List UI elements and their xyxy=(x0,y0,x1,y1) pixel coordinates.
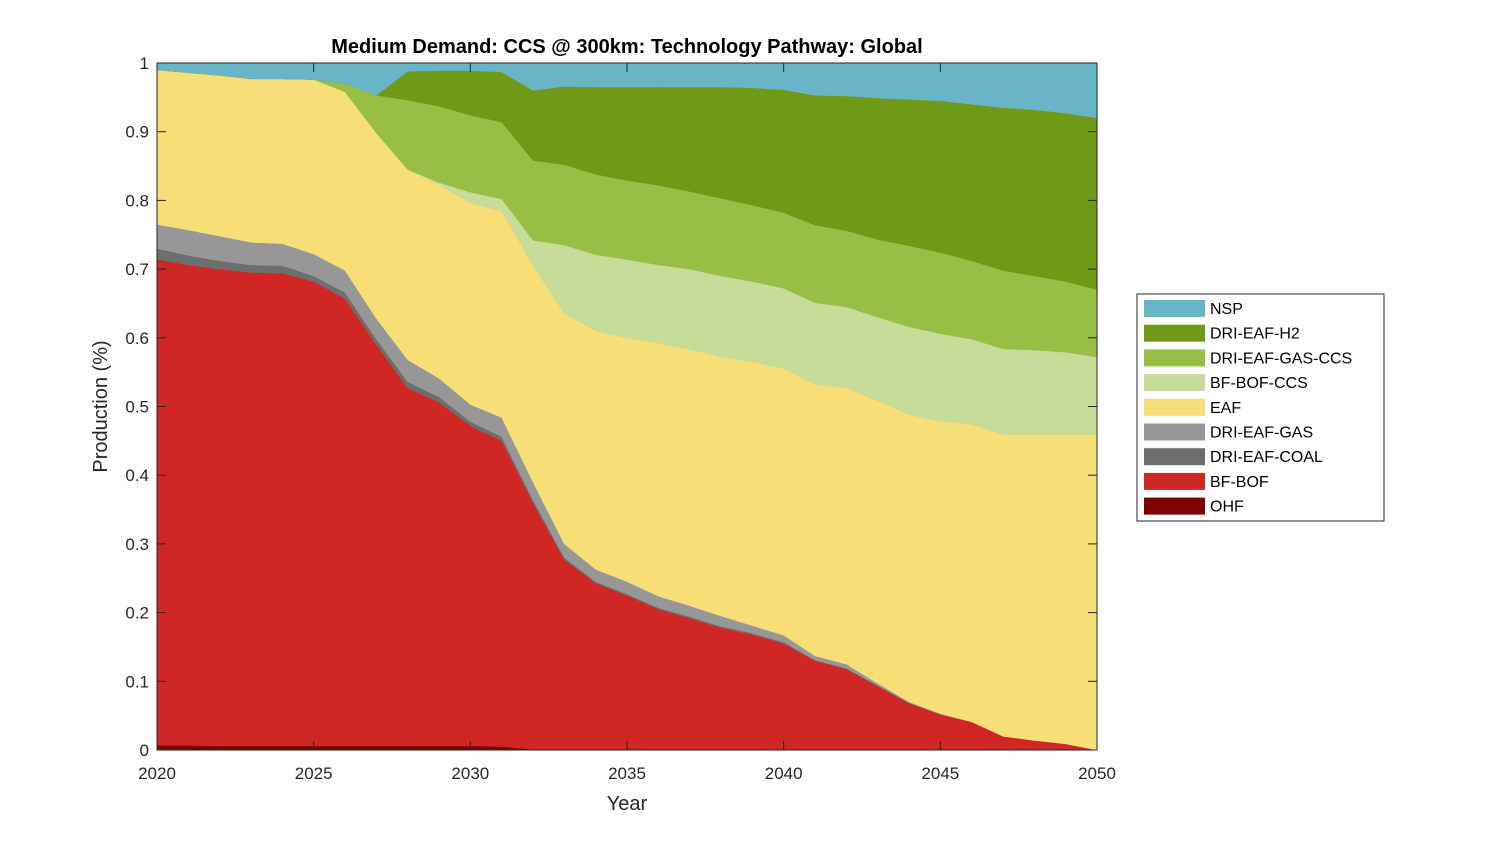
legend-swatch xyxy=(1144,423,1205,441)
y-tick-label: 0 xyxy=(140,741,149,760)
y-tick-label: 0.7 xyxy=(125,260,149,279)
y-tick-label: 0.9 xyxy=(125,123,149,142)
legend: NSP DRI-EAF-H2 DRI-EAF-GAS-CCS BF-BOF-CCS EA… xyxy=(1136,293,1385,522)
y-tick-label: 0.2 xyxy=(125,604,149,623)
legend-swatch xyxy=(1144,497,1205,515)
x-axis-label: Year xyxy=(607,793,648,815)
legend-item-dri-eaf-h2: DRI-EAF-H2 xyxy=(1144,324,1300,343)
legend-item-bf-bof-ccs: BF-BOF-CCS xyxy=(1144,374,1308,392)
y-tick-label: 0.5 xyxy=(125,398,149,417)
legend-swatch xyxy=(1144,324,1205,342)
y-tick-label: 1 xyxy=(140,54,149,73)
legend-label: BF-BOF-CCS xyxy=(1210,375,1308,392)
x-tick-label: 2045 xyxy=(921,764,959,783)
legend-swatch xyxy=(1144,398,1205,416)
x-ticks: 2020 2025 2030 2035 2040 2045 2050 xyxy=(138,63,1116,783)
x-tick-label: 2030 xyxy=(451,764,489,783)
x-tick-label: 2050 xyxy=(1078,764,1116,783)
y-tick-label: 0.4 xyxy=(125,466,149,485)
legend-item-dri-eaf-gas: DRI-EAF-GAS xyxy=(1144,423,1313,442)
y-tick-label: 0.3 xyxy=(125,535,149,554)
x-tick-label: 2035 xyxy=(608,764,646,783)
areas-group xyxy=(156,62,1098,751)
legend-item-bf-bof: BF-BOF xyxy=(1144,472,1269,491)
legend-label: EAF xyxy=(1210,400,1241,417)
legend-label: DRI-EAF-COAL xyxy=(1210,449,1323,466)
legend-label: DRI-EAF-H2 xyxy=(1210,326,1300,343)
legend-label: NSP xyxy=(1210,301,1243,318)
legend-swatch xyxy=(1144,448,1205,466)
y-tick-label: 0.1 xyxy=(125,672,149,691)
y-axis-label: Production (%) xyxy=(90,340,112,472)
legend-item-nsp: NSP xyxy=(1144,300,1243,318)
y-tick-label: 0.6 xyxy=(125,329,149,348)
x-tick-label: 2020 xyxy=(138,764,176,783)
legend-item-ohf: OHF xyxy=(1144,497,1244,516)
legend-item-dri-eaf-gas-ccs: DRI-EAF-GAS-CCS xyxy=(1144,349,1352,367)
legend-label: DRI-EAF-GAS xyxy=(1210,425,1313,442)
legend-label: OHF xyxy=(1210,499,1244,516)
chart-title: Medium Demand: CCS @ 300km: Technology P… xyxy=(331,36,922,58)
legend-swatch xyxy=(1144,300,1205,317)
legend-swatch xyxy=(1144,472,1205,490)
legend-label: BF-BOF xyxy=(1210,474,1269,491)
x-tick-label: 2040 xyxy=(765,764,803,783)
legend-swatch xyxy=(1144,349,1205,367)
legend-label: DRI-EAF-GAS-CCS xyxy=(1210,350,1352,367)
legend-item-eaf: EAF xyxy=(1144,398,1241,417)
y-ticks: 0 0.1 0.2 0.3 0.4 0.5 0.6 0.7 0.8 0.9 1 xyxy=(125,54,1097,760)
x-tick-label: 2025 xyxy=(295,764,333,783)
legend-swatch xyxy=(1144,374,1205,392)
legend-item-dri-eaf-coal: DRI-EAF-COAL xyxy=(1144,448,1323,466)
y-tick-label: 0.8 xyxy=(125,191,149,210)
